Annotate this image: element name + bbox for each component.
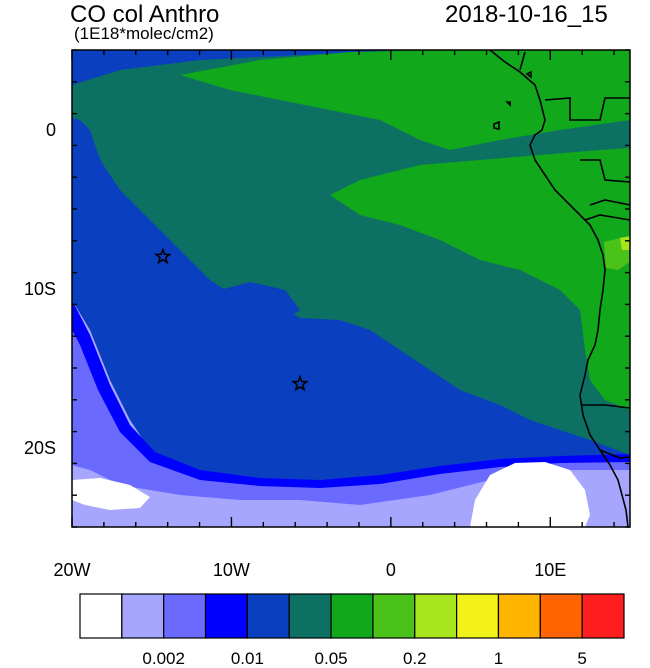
- country-border-7: [519, 51, 526, 71]
- field-white-spot-west: [72, 478, 150, 510]
- colorbar-swatch: [121, 593, 165, 639]
- colorbar: [79, 593, 625, 639]
- colorbar-swatch: [456, 593, 500, 639]
- lon-label: 20W: [53, 560, 91, 580]
- colorbar-label: 0.01: [230, 649, 264, 668]
- colorbar-swatch: [539, 593, 583, 639]
- country-border-5: [582, 404, 630, 409]
- colorbar-swatch: [163, 593, 207, 639]
- lon-label: 10E: [534, 560, 567, 580]
- field-blue-lobe: [220, 282, 300, 320]
- coastline-layer: [489, 50, 630, 527]
- colorbar-swatch: [497, 593, 541, 639]
- country-border-2: [580, 159, 630, 183]
- colorbar-swatch: [581, 593, 625, 639]
- island-2: [493, 120, 500, 130]
- colorbar-swatch: [246, 593, 290, 639]
- field-white-spot: [470, 462, 590, 527]
- lon-label: 10W: [212, 560, 250, 580]
- colorbar-swatch: [330, 593, 374, 639]
- colorbar-label: 0.2: [402, 649, 427, 668]
- map-title: CO col Anthro: [70, 1, 220, 28]
- colorbar-swatch: [288, 593, 332, 639]
- star-marker-south: [291, 374, 309, 392]
- country-border-3: [589, 199, 630, 206]
- field-layer: [72, 50, 630, 527]
- country-border-1: [544, 97, 630, 121]
- country-border-4: [584, 214, 630, 221]
- tick-layer: [71, 49, 630, 528]
- island-3: [505, 101, 511, 107]
- colorbar-label: 5: [577, 649, 587, 668]
- lat-label: 0: [45, 119, 56, 140]
- country-border-6: [599, 449, 630, 459]
- lat-label: 20S: [23, 437, 56, 458]
- colorbar-label: 0.002: [142, 649, 185, 668]
- timestamp-label: 2018-10-16_15: [445, 1, 608, 28]
- lon-label: 0: [385, 560, 396, 580]
- african-coastline: [489, 50, 629, 527]
- island-1: [525, 70, 532, 79]
- field-lightgreen-spot2: [620, 236, 630, 250]
- colorbar-label: 0.05: [314, 649, 348, 668]
- field-plume: [72, 50, 630, 455]
- colorbar-label: 1: [493, 649, 504, 668]
- colorbar-swatch: [79, 593, 123, 639]
- marker-layer: [154, 247, 309, 392]
- star-marker-north: [154, 247, 172, 265]
- lat-label: 10S: [23, 278, 56, 299]
- field-blue-tongue: [72, 118, 165, 262]
- colorbar-swatch: [204, 593, 248, 639]
- plot-frame: [71, 49, 631, 528]
- colorbar-swatch: [372, 593, 416, 639]
- field-green-coast: [330, 148, 630, 410]
- colorbar-swatch: [414, 593, 458, 639]
- units-label: (1E18*molec/cm2): [74, 24, 214, 43]
- field-green-north: [180, 50, 630, 150]
